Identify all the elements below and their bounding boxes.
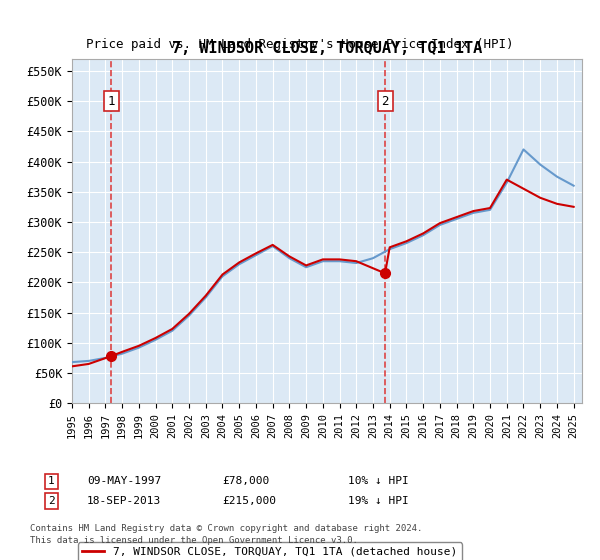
Text: 1: 1 — [48, 477, 55, 487]
Text: 19% ↓ HPI: 19% ↓ HPI — [348, 496, 409, 506]
Text: 09-MAY-1997: 09-MAY-1997 — [87, 477, 161, 487]
Text: This data is licensed under the Open Government Licence v3.0.: This data is licensed under the Open Gov… — [30, 536, 358, 545]
Legend: 7, WINDSOR CLOSE, TORQUAY, TQ1 1TA (detached house), HPI: Average price, detache: 7, WINDSOR CLOSE, TORQUAY, TQ1 1TA (deta… — [77, 542, 462, 560]
Text: 2: 2 — [381, 95, 389, 108]
Text: 10% ↓ HPI: 10% ↓ HPI — [348, 477, 409, 487]
Text: £215,000: £215,000 — [222, 496, 276, 506]
Text: Contains HM Land Registry data © Crown copyright and database right 2024.: Contains HM Land Registry data © Crown c… — [30, 524, 422, 533]
Text: 18-SEP-2013: 18-SEP-2013 — [87, 496, 161, 506]
Text: 2: 2 — [48, 496, 55, 506]
Title: 7, WINDSOR CLOSE, TORQUAY, TQ1 1TA: 7, WINDSOR CLOSE, TORQUAY, TQ1 1TA — [172, 41, 482, 56]
Text: 1: 1 — [107, 95, 115, 108]
Text: Price paid vs. HM Land Registry's House Price Index (HPI): Price paid vs. HM Land Registry's House … — [86, 38, 514, 50]
Text: £78,000: £78,000 — [222, 477, 269, 487]
